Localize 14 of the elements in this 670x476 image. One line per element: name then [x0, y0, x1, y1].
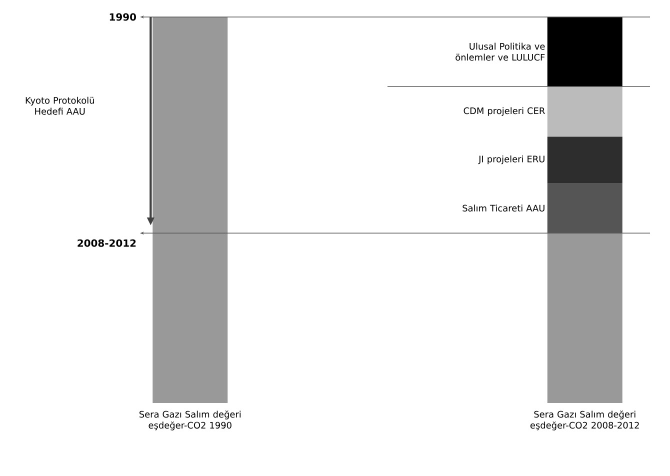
bar	[152, 16, 228, 403]
bar	[547, 136, 622, 183]
bar	[547, 16, 622, 86]
text: Kyoto Protokolü Hedefi AAU	[26, 96, 94, 115]
bar	[547, 86, 622, 137]
text: 2008-2012	[78, 239, 136, 247]
series-label: CDM projeleri CER	[464, 107, 545, 116]
x-tick-label: Sera Gazı Salım değeri eşdeğer-CO2 1990	[139, 410, 241, 430]
series-label: JI projeleri ERU	[478, 155, 544, 164]
bar	[547, 233, 622, 403]
series-label: Salım Ticareti AAU	[462, 204, 544, 212]
x-tick-label: Sera Gazı Salım değeri eşdeğer-CO2 2008-2012	[530, 410, 639, 430]
text: 1990	[110, 13, 136, 21]
series-label: Ulusal Politika ve önlemler ve LULUCF	[456, 42, 545, 61]
